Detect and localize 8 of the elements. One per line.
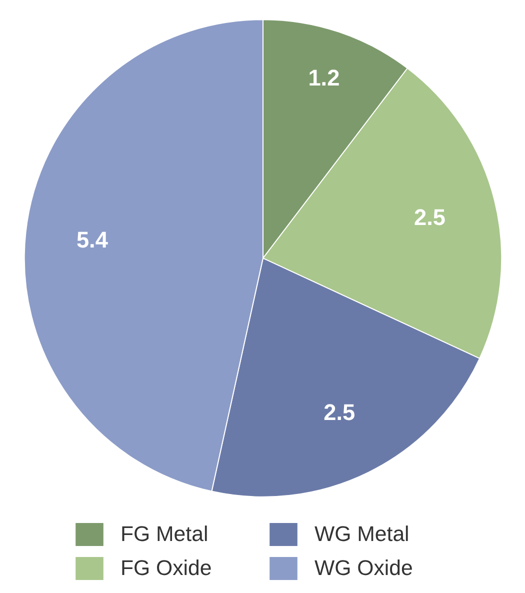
legend-label: FG Oxide bbox=[120, 556, 213, 580]
data-label: 5.4 bbox=[76, 226, 108, 253]
legend-label: WG Oxide bbox=[314, 556, 414, 580]
legend-label: WG Metal bbox=[314, 522, 410, 546]
data-label: 1.2 bbox=[308, 64, 340, 90]
data-label: 2.5 bbox=[414, 204, 446, 230]
data-label: 2.5 bbox=[324, 399, 356, 426]
legend-label: FG Metal bbox=[120, 522, 210, 546]
